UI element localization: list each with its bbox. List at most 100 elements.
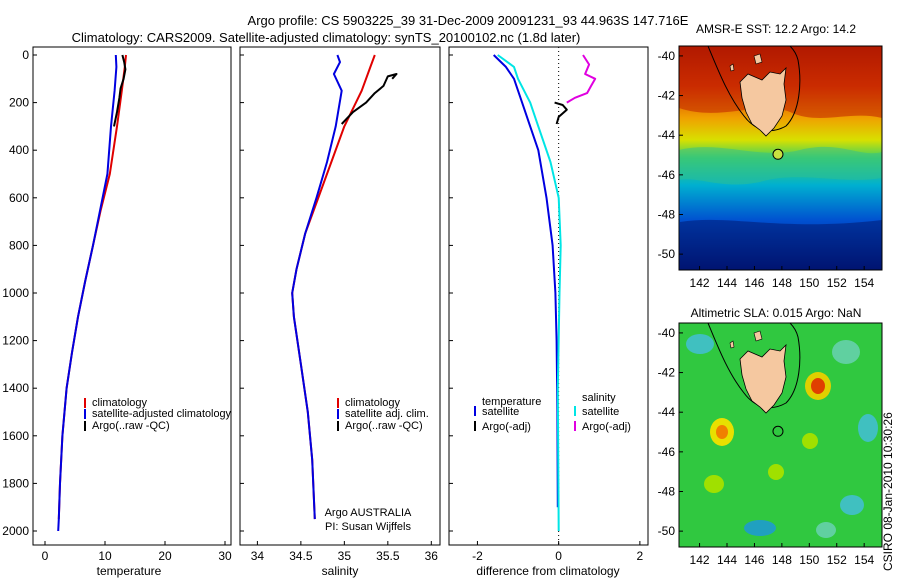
footer-credit: CSIRO 08-Jan-2010 10:30:26 — [881, 412, 895, 571]
map-y-tick-label: -48 — [658, 207, 676, 221]
sla-map-ticks: 142 144 146 148 150 152 154 -40 -42 -44 -46 -48 -50 — [658, 326, 875, 567]
series-line-argo-raw-qc- — [340, 73, 398, 125]
y-tick-label: 0 — [22, 48, 29, 62]
sla-anomaly-blob — [832, 340, 860, 364]
x-tick-label: 30 — [218, 549, 232, 563]
annotation-pi: PI: Susan Wijffels — [325, 521, 411, 533]
argo-location-marker — [772, 425, 784, 437]
series-line-satellite-adj-clim- — [291, 54, 343, 520]
sst-map-panel: AMSR-E SST: 12.2 Argo: 14.2 142 144 146 148… — [658, 22, 883, 290]
difference-legend: temperature satellite Argo(-adj) salinit… — [474, 392, 631, 433]
sst-map-frame — [678, 45, 883, 271]
map-x-tick-label: 152 — [827, 553, 847, 567]
sla-bathymetry-contour — [707, 323, 801, 409]
series-line-salinity-argo-adj- — [566, 54, 597, 104]
sla-map-frame — [678, 322, 883, 548]
x-tick-label: 10 — [98, 549, 112, 563]
y-tick-label: 1200 — [2, 334, 29, 348]
legend-label-sal-satellite: satellite — [582, 406, 619, 418]
x-tick-label: 36 — [425, 549, 439, 563]
sst-tasmania-land — [739, 66, 787, 137]
series-line-temperature-argo-adj- — [554, 101, 568, 125]
legend-label-temp-satellite: satellite — [482, 406, 519, 418]
temperature-series — [57, 54, 127, 532]
temperature-legend: climatology satellite-adjusted climatolo… — [84, 397, 231, 432]
salinity-series — [291, 54, 398, 520]
map-x-tick-label: 144 — [717, 553, 737, 567]
y-tick-label: 2000 — [2, 524, 29, 538]
sla-anomaly-blob — [704, 475, 724, 493]
sst-cold-region — [679, 219, 882, 270]
sst-map-title: AMSR-E SST: 12.2 Argo: 14.2 — [696, 22, 856, 36]
x-tick-label: 2 — [637, 549, 644, 563]
x-tick-label: 35.5 — [376, 549, 400, 563]
sla-map-title: Altimetric SLA: 0.015 Argo: NaN — [691, 306, 862, 320]
sla-anomaly-blob — [858, 414, 878, 442]
x-tick-label: 20 — [158, 549, 172, 563]
sst-island-land — [753, 53, 763, 65]
legend-label-satellite: satellite-adjusted climatology — [92, 408, 231, 420]
sst-island-land — [729, 63, 735, 72]
y-tick-label: 800 — [9, 238, 29, 252]
map-x-tick-label: 142 — [690, 553, 710, 567]
series-line-temperature-satellite — [493, 54, 559, 508]
map-x-tick-label: 150 — [799, 553, 819, 567]
y-tick-label: 200 — [9, 96, 29, 110]
sst-map-ticks: 142 144 146 148 150 152 154 -40 -42 -44 -46 -48 -50 — [658, 49, 875, 290]
legend-label-argo: Argo(..raw -QC) — [345, 420, 423, 432]
map-y-tick-label: -50 — [658, 524, 676, 538]
map-y-tick-label: -48 — [658, 484, 676, 498]
map-y-tick-label: -42 — [658, 366, 676, 380]
sla-anomaly-blob — [840, 495, 864, 515]
map-x-tick-label: 154 — [854, 553, 874, 567]
y-tick-label: 1400 — [2, 381, 29, 395]
sla-anomaly-blob — [716, 425, 728, 439]
x-tick-label: -2 — [472, 549, 483, 563]
sla-anomaly-blob — [686, 334, 714, 354]
annotation-argo-australia: Argo AUSTRALIA — [325, 507, 412, 519]
map-x-tick-label: 152 — [827, 276, 847, 290]
sst-front-region — [679, 146, 882, 185]
map-x-tick-label: 148 — [772, 553, 792, 567]
sla-tasmania-land — [739, 343, 787, 414]
series-line-argo-raw-qc- — [113, 54, 127, 127]
sla-anomaly-blob — [802, 433, 818, 449]
legend-label-climatology: climatology — [92, 397, 148, 409]
map-x-tick-label: 142 — [690, 276, 710, 290]
map-y-tick-label: -40 — [658, 49, 676, 63]
legend-salinity-heading: salinity — [582, 392, 616, 404]
map-x-tick-label: 146 — [744, 553, 764, 567]
salinity-legend: climatology satellite adj. clim. Argo(..… — [337, 397, 429, 432]
sla-map-field — [679, 323, 882, 547]
x-tick-label: 35 — [338, 549, 352, 563]
map-y-tick-label: -44 — [658, 128, 676, 142]
map-y-tick-label: -46 — [658, 168, 676, 182]
series-line-salinity-satellite — [497, 54, 562, 532]
title-line-2: Climatology: CARS2009. Satellite-adjuste… — [72, 30, 581, 45]
sst-bathymetry-contour — [707, 46, 801, 132]
x-tick-label: 0 — [42, 549, 49, 563]
x-tick-label: 34.5 — [289, 549, 313, 563]
difference-plot-frame — [448, 46, 649, 546]
map-y-tick-label: -40 — [658, 326, 676, 340]
difference-xlabel: difference from climatology — [476, 564, 619, 578]
difference-panel: -2 0 2 difference from climatology tempera… — [448, 46, 649, 578]
series-line-satellite-adjusted-climatology — [57, 54, 118, 532]
temperature-plot-frame — [32, 46, 232, 546]
map-x-tick-label: 148 — [772, 276, 792, 290]
legend-label-argo: Argo(..raw -QC) — [92, 420, 170, 432]
sla-island-land — [729, 340, 735, 349]
title-line-1: Argo profile: CS 5903225_39 31-Dec-2009 … — [248, 13, 689, 28]
sla-anomaly-blob — [811, 378, 825, 394]
map-x-tick-label: 146 — [744, 276, 764, 290]
sla-anomaly-blob — [768, 464, 784, 480]
sla-island-land — [753, 330, 763, 342]
y-tick-label: 1600 — [2, 429, 29, 443]
map-x-tick-label: 154 — [854, 276, 874, 290]
temperature-xlabel: temperature — [97, 564, 162, 578]
legend-label-climatology: climatology — [345, 397, 401, 409]
map-y-tick-label: -44 — [658, 405, 676, 419]
argo-location-marker — [772, 148, 784, 160]
temperature-ticks: 0 10 20 30 0 200 400 600 800 1000 1200 1400 1600 1800… — [2, 48, 232, 563]
